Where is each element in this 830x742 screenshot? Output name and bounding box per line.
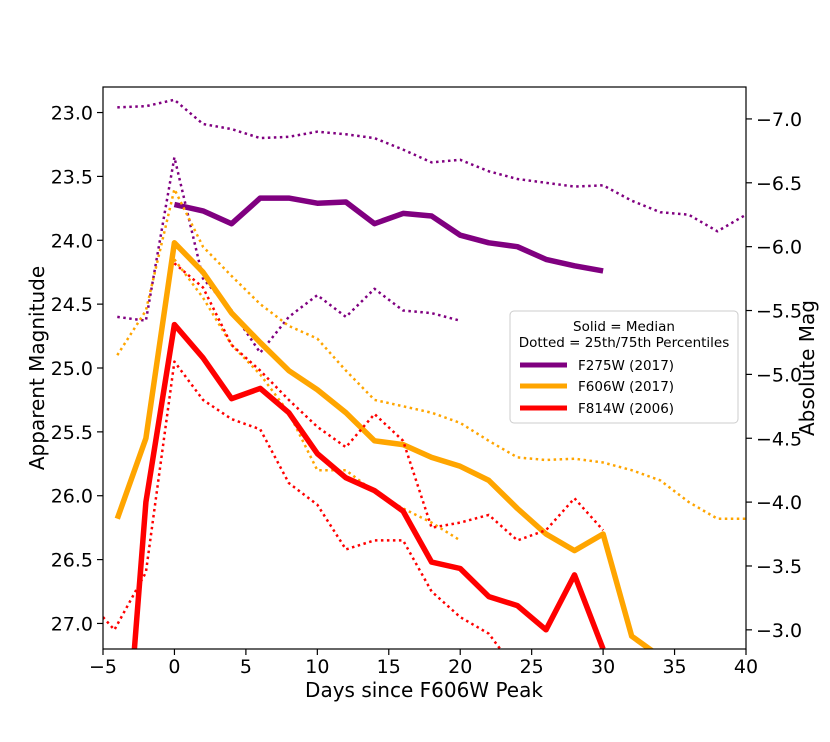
series-line-f606w-2017-75th-percentile [173,258,461,542]
x-tick-label: 25 [520,656,544,678]
y2-tick-label: −3.5 [756,556,802,578]
y2-tick-label: −4.0 [756,492,802,514]
x-tick-label: 35 [662,656,686,678]
x-tick-label: 5 [240,656,252,678]
legend-box [509,310,739,424]
y2-tick-label: −4.5 [756,428,802,450]
legend-label-f814w: F814W (2006) [578,401,674,417]
y-tick-label: 23.5 [51,166,93,188]
x-tick-label: 20 [448,656,472,678]
y2-axis-label: Absolute Mag [795,300,819,436]
y-tick-label: 26.5 [51,550,93,572]
x-tick-label: 10 [305,656,329,678]
y2-tick-label: −6.0 [756,237,802,259]
series-line-f606w-2017-median [114,240,655,649]
y-tick-label: 24.0 [51,230,93,252]
y2-tick-label: −3.0 [756,620,802,642]
x-tick-label: 15 [377,656,401,678]
y2-tick-label: −5.5 [756,301,802,323]
x-tick-label: −5 [89,656,117,678]
y-tick-label: 23.0 [51,103,93,125]
y-tick-label: 27.0 [51,613,93,635]
series-line-f814w-2006-75th-percentile [103,360,502,649]
series-line-f275w-2017-75th-percentile [117,156,461,354]
x-axis-label: Days since F606W Peak [305,678,543,702]
y-axis-left: 23.0 23.5 24.0 24.5 25.0 25.5 26.0 26.5 27.0 [51,103,103,635]
legend-title-line2: Dotted = 25th/75th Percentiles [519,335,730,351]
legend: Solid = Median Dotted = 25th/75th Percen… [509,310,739,424]
series-line-f814w-2006-25th-percentile [173,262,605,542]
y2-tick-label: −5.0 [756,364,802,386]
series-layer [103,98,746,649]
y2-tick-label: −7.0 [756,109,802,131]
x-axis: −5 0 5 10 15 20 25 30 35 40 [89,649,758,678]
x-tick-label: 40 [734,656,758,678]
x-tick-label: 0 [168,656,180,678]
series-line-f275w-2017-25th-percentile [117,98,746,233]
legend-label-f275w: F275W (2017) [578,358,674,374]
series-line-f275w-2017-median [173,195,604,274]
y-tick-label: 25.5 [51,422,93,444]
x-tick-label: 30 [591,656,615,678]
y-tick-label: 24.5 [51,294,93,316]
y2-tick-label: −6.5 [756,173,802,195]
y-tick-label: 26.0 [51,486,93,508]
y-tick-label: 25.0 [51,358,93,380]
legend-title-line1: Solid = Median [573,319,675,335]
legend-label-f606w: F606W (2017) [578,379,674,395]
series-line-f814w-2006-median [131,321,606,649]
y-axis-label: Apparent Magnitude [25,266,49,470]
y-axis-right: −7.0 −6.5 −6.0 −5.5 −5.0 −4.5 −4.0 −3.5 −3.0 [746,109,802,642]
